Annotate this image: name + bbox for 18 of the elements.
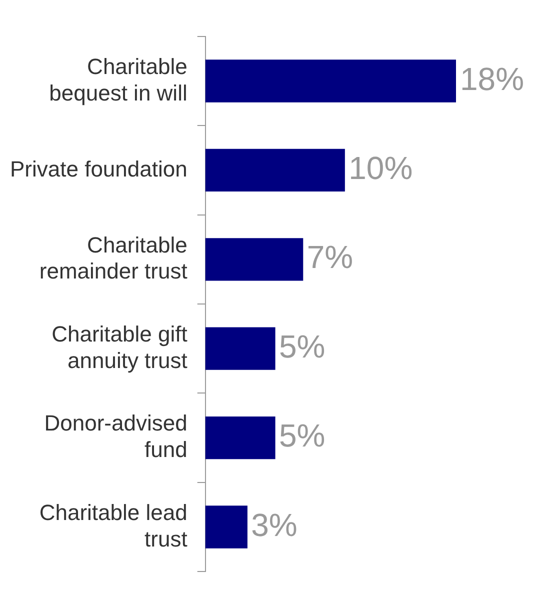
bar bbox=[205, 60, 456, 102]
bar bbox=[205, 148, 345, 192]
bar bbox=[205, 238, 304, 281]
data-label: 5% bbox=[278, 328, 326, 364]
bar bbox=[205, 506, 248, 548]
data-label: 10% bbox=[348, 150, 413, 186]
y-tick-label: Donor-advised fund bbox=[44, 410, 188, 462]
y-tick-label: Charitable gift annuity trust bbox=[52, 321, 188, 373]
data-label: 5% bbox=[278, 418, 326, 454]
data-label: 7% bbox=[306, 239, 354, 276]
y-tick-label: Charitable lead trust bbox=[39, 500, 188, 552]
data-label: 3% bbox=[251, 506, 298, 543]
y-tick-label: Charitable remainder trust bbox=[39, 232, 188, 284]
bar bbox=[205, 416, 276, 460]
bar bbox=[205, 327, 276, 370]
data-label: 18% bbox=[460, 60, 524, 97]
y-tick-label: Private foundation bbox=[10, 156, 188, 182]
y-tick-label: Charitable bequest in will bbox=[49, 54, 188, 106]
